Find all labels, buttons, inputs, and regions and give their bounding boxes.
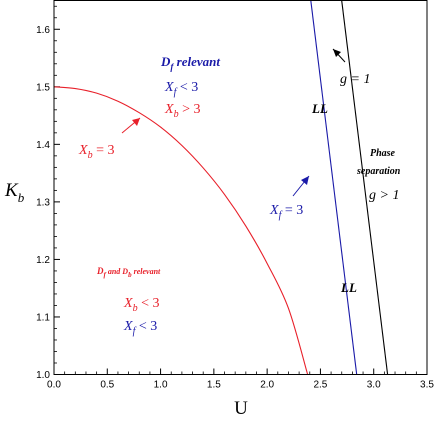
x-tick-label: 2.5 — [313, 380, 327, 391]
xb-lt-3-label: Xb < 3 — [123, 296, 159, 314]
y-axis-label-main: K — [4, 180, 19, 201]
series-line-0 — [53, 86, 309, 375]
g-arrowhead — [333, 49, 341, 57]
xf-eq-3-label: Xf = 3 — [269, 203, 303, 221]
xb-gt-3-label: Xb > 3 — [164, 102, 200, 120]
df-relevant-label: Df relevant — [160, 54, 220, 72]
y-tick-label: 1.1 — [36, 312, 50, 323]
xf-arrowhead — [301, 176, 309, 185]
xf-lt-3b-label: Xf < 3 — [123, 319, 157, 337]
y-tick-label: 1.2 — [36, 255, 50, 266]
plot-frame — [53, 0, 428, 375]
y-axis-label: Kb — [4, 180, 25, 205]
xf-lt-3-label: Xf < 3 — [164, 80, 198, 98]
x-tick-label: 2.0 — [260, 380, 274, 391]
series-line-2 — [341, 0, 389, 375]
g-gt-1-label: g > 1 — [369, 188, 399, 203]
x-tick-label: 1.5 — [207, 380, 221, 391]
xb-arrowhead — [132, 118, 140, 126]
x-tick-label: 0.5 — [100, 380, 114, 391]
series-line-1 — [310, 0, 358, 375]
x-tick-label: 3.0 — [367, 380, 381, 391]
y-axis-label-sub: b — [18, 190, 25, 205]
separation-label: separation — [356, 166, 401, 177]
y-tick-label: 1.6 — [36, 25, 50, 36]
df-db-relevant-label: Df and Db relevant — [96, 266, 161, 279]
y-tick-label: 1.0 — [36, 370, 50, 381]
x-tick-label: 1.0 — [154, 380, 168, 391]
ll-upper-label: LL — [311, 101, 328, 116]
y-tick-label: 1.3 — [36, 197, 50, 208]
curve-layer — [53, 0, 389, 375]
x-tick-label: 3.5 — [420, 380, 434, 391]
x-axis-label: U — [234, 398, 248, 419]
x-tick-label: 0.0 — [47, 380, 61, 391]
phase-label: Phase — [370, 148, 396, 159]
xb-eq-3-label: Xb = 3 — [78, 143, 114, 161]
y-tick-label: 1.4 — [36, 140, 50, 151]
y-tick-label: 1.5 — [36, 82, 50, 93]
ll-lower-label: LL — [340, 280, 357, 295]
g-eq-1-label: g = 1 — [340, 72, 370, 87]
